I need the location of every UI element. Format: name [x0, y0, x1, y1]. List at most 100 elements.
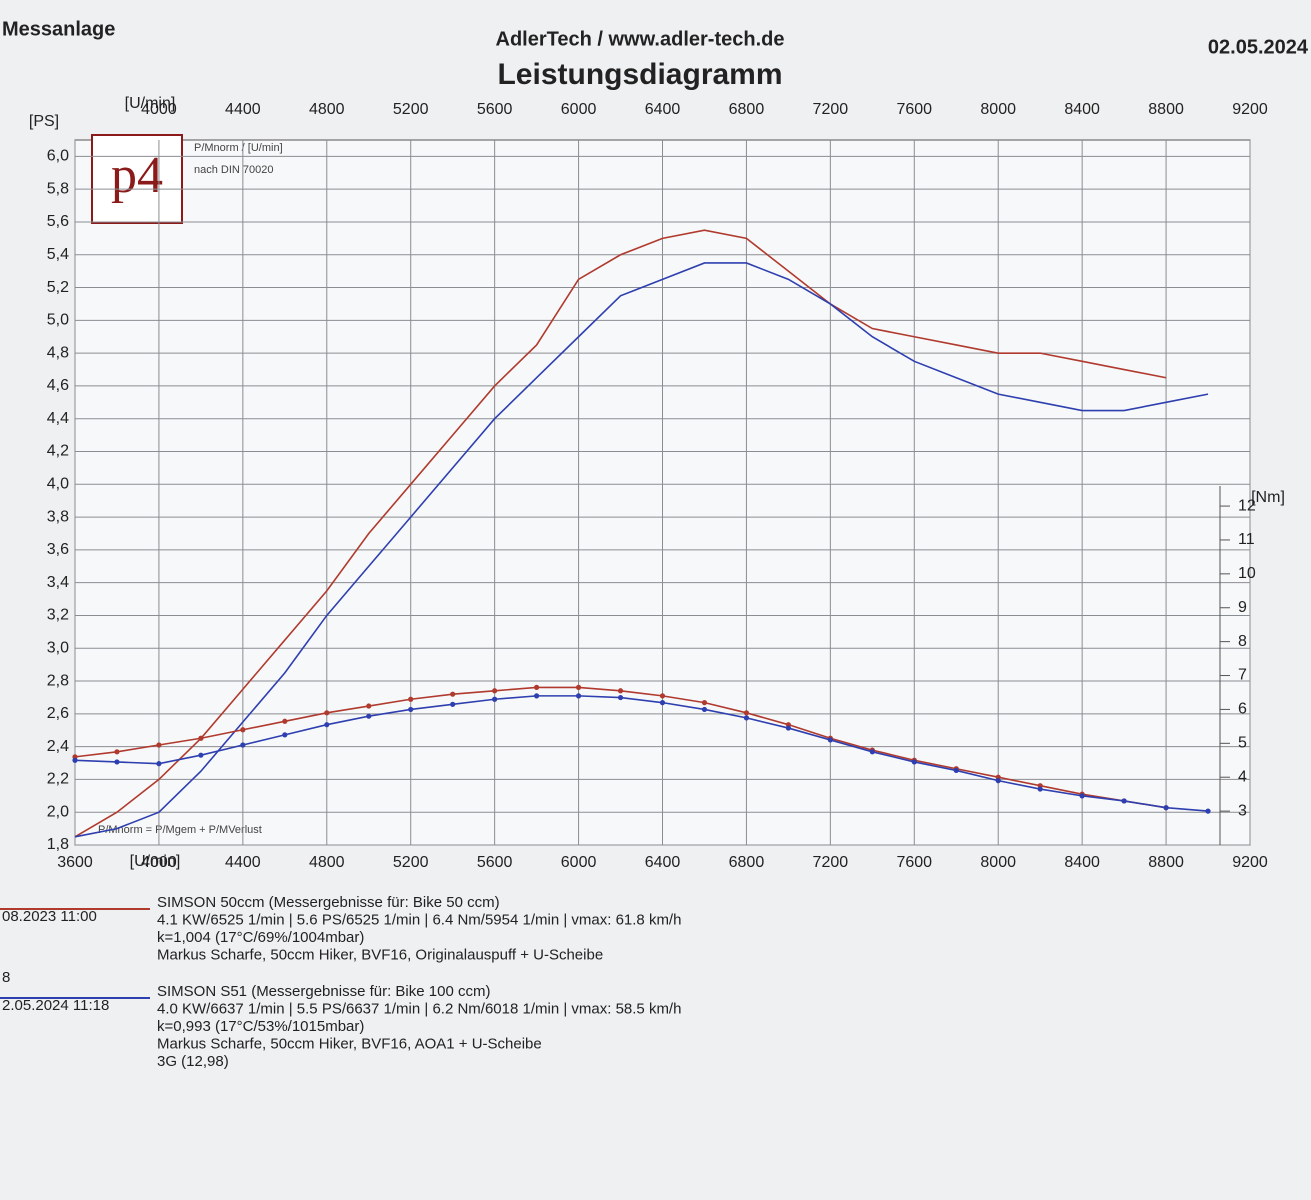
data-point [534, 693, 540, 699]
y2-tick-label: 6 [1238, 701, 1247, 718]
legend-id: 8 [2, 969, 10, 986]
x-tick-label: 9200 [1232, 854, 1268, 871]
y-tick-label: 4,4 [47, 410, 69, 427]
legend-date: 2.05.2024 11:18 [2, 997, 109, 1014]
y2-tick-label: 4 [1238, 768, 1247, 785]
legend-text: Markus Scharfe, 50ccm Hiker, BVF16, AOA1… [157, 1035, 542, 1052]
data-point [953, 767, 959, 774]
y2-axis-label: [Nm] [1251, 489, 1285, 506]
x-tick-label: 6800 [729, 854, 765, 871]
y-tick-label: 2,4 [47, 738, 69, 755]
y-tick-label: 5,4 [47, 246, 69, 263]
data-point [492, 688, 498, 694]
data-point [282, 718, 288, 724]
x-tick-label-top: 4800 [309, 101, 345, 118]
y2-tick-label: 9 [1238, 599, 1247, 616]
data-point [617, 694, 624, 701]
legend-text: SIMSON S51 (Messergebnisse für: Bike 100… [157, 983, 490, 1000]
y-tick-label: 5,0 [47, 312, 69, 329]
data-point [995, 778, 1001, 784]
data-point [911, 759, 917, 765]
data-point [869, 749, 875, 755]
y-tick-label: 2,0 [47, 803, 69, 820]
data-point [743, 715, 750, 721]
y-tick-label: 2,8 [47, 672, 69, 689]
data-point [366, 713, 372, 719]
legend-text: k=1,004 (17°C/69%/1004mbar) [157, 929, 364, 946]
x-tick-label: 4000 [141, 854, 177, 871]
data-line [74, 262, 1209, 838]
data-point [282, 732, 288, 738]
x-tick-label-top: 6400 [645, 101, 681, 118]
x-tick-label-top: 5600 [477, 101, 513, 118]
data-point [1079, 793, 1085, 799]
data-point [1163, 805, 1169, 811]
y-tick-label: 3,8 [47, 508, 69, 525]
y2-tick-label: 3 [1238, 802, 1247, 819]
data-point [198, 752, 204, 758]
y-tick-label: 4,6 [47, 377, 69, 394]
legend-text: Markus Scharfe, 50ccm Hiker, BVF16, Orig… [157, 946, 603, 963]
x-tick-label: 6400 [645, 854, 681, 871]
x-tick-label-top: 6800 [729, 101, 765, 118]
header-left: Messanlage [2, 18, 115, 40]
y2-tick-label: 11 [1238, 531, 1255, 548]
y-tick-label: 4,8 [47, 344, 69, 361]
y-tick-label: 2,2 [47, 771, 69, 788]
x-tick-label: 3600 [57, 854, 93, 871]
data-point [1205, 808, 1211, 814]
data-point [450, 701, 456, 707]
data-point [408, 696, 414, 702]
x-tick-label: 7200 [813, 854, 849, 871]
x-tick-label: 5200 [393, 854, 429, 871]
data-point [659, 693, 666, 699]
x-tick-label: 8800 [1148, 854, 1184, 871]
x-tick-label-top: 8800 [1148, 101, 1184, 118]
data-point [156, 761, 162, 767]
x-tick-label-top: 6000 [561, 101, 597, 118]
legend-text: SIMSON 50ccm (Messergebnisse für: Bike 5… [157, 894, 500, 911]
logo-box [91, 134, 183, 224]
data-point [785, 725, 791, 731]
data-point [156, 742, 162, 748]
y-tick-label: 2,6 [47, 705, 69, 722]
data-line [74, 229, 1167, 838]
data-point [659, 700, 666, 706]
data-point [240, 742, 246, 748]
data-point [324, 710, 330, 716]
header-date: 02.05.2024 [1208, 36, 1309, 58]
y-tick-label: 3,4 [47, 574, 69, 591]
legend: 08.2023 11:00 SIMSON 50ccm (Messergebniss… [0, 894, 681, 1070]
plot: 3600400040004400440048004800520052005600… [47, 101, 1268, 871]
x-tick-label-top: 4400 [225, 101, 261, 118]
data-point [1037, 786, 1043, 792]
data-point [1121, 798, 1127, 804]
data-point [534, 684, 540, 690]
x-tick-label-top: 8400 [1064, 101, 1100, 118]
chart-title: Leistungsdiagramm [497, 58, 782, 91]
y2-tick-label: 12 [1238, 497, 1256, 514]
y-tick-label: 4,2 [47, 443, 69, 460]
y-tick-label: 3,0 [47, 639, 69, 656]
legend-text: 4.0 KW/6637 1/min | 5.5 PS/6637 1/min | … [157, 1000, 681, 1017]
legend-text: 4.1 KW/6525 1/min | 5.6 PS/6525 1/min | … [157, 911, 681, 928]
legend-text: 3G (12,98) [157, 1053, 229, 1070]
x-tick-label: 6000 [561, 854, 597, 871]
data-point [198, 735, 204, 741]
y2-tick-label: 10 [1238, 565, 1256, 582]
y-tick-label: 3,6 [47, 541, 69, 558]
y2-tick-label: 7 [1238, 667, 1247, 684]
y-tick-label: 6,0 [47, 148, 69, 165]
x-tick-label: 4400 [225, 854, 261, 871]
annotation: P/Mnorm / [U/min] [194, 142, 283, 154]
x-tick-label: 7600 [896, 854, 932, 871]
x-axis-label: [U/min] [130, 853, 181, 870]
y-tick-label: 5,8 [47, 180, 69, 197]
x-axis-label: [U/min] [125, 95, 176, 112]
data-line [74, 695, 1209, 812]
data-point [450, 691, 456, 697]
y-tick-label: 4,0 [47, 476, 69, 493]
data-point [575, 693, 582, 699]
x-tick-label-top: 9200 [1232, 101, 1268, 118]
